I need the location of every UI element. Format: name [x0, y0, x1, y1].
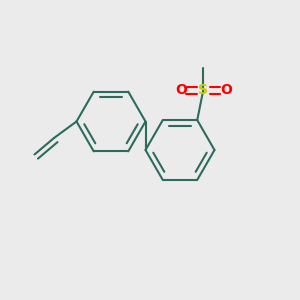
- Text: O: O: [220, 83, 232, 97]
- Text: S: S: [198, 83, 208, 97]
- Text: O: O: [175, 83, 187, 97]
